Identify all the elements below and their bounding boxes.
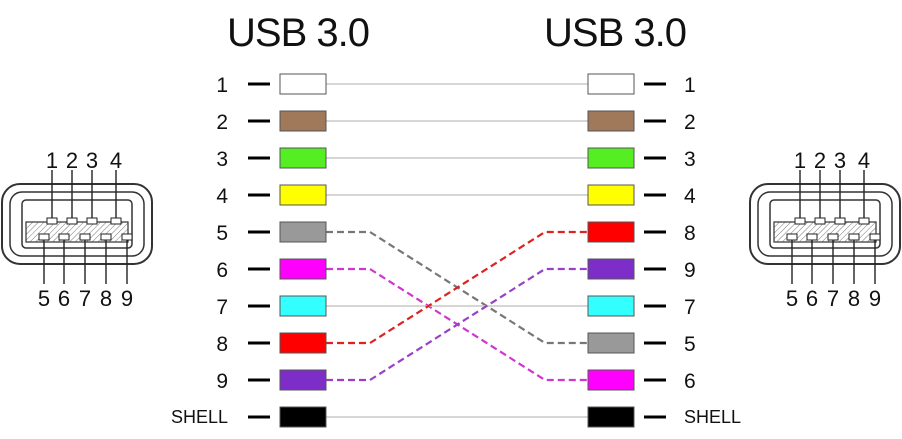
right-connector-bottom-pin-label: 6 <box>806 286 818 311</box>
right-connector-bottom-pin-label: 5 <box>786 286 798 311</box>
left-pin-box-6 <box>279 258 327 280</box>
right-pin-box-2 <box>587 110 635 132</box>
left-pin-box-3 <box>279 147 327 169</box>
left-pin-label-5: 5 <box>216 222 228 245</box>
left-pin-label-6: 6 <box>216 259 228 282</box>
left-pin-label-3: 3 <box>216 148 228 171</box>
right-pin-box-3 <box>587 147 635 169</box>
left-connector-top-pin-label: 4 <box>110 148 122 173</box>
right-connector-bottom-pin-label: 8 <box>848 286 860 311</box>
left-pin-label-2: 2 <box>216 111 228 134</box>
right-pin-box-shell <box>587 406 635 428</box>
wire-line-8-crossed <box>326 230 588 345</box>
right-pin-label-7: 7 <box>684 296 696 319</box>
left-pin-label-8: 8 <box>216 333 228 356</box>
left-pin-box-7 <box>279 295 327 317</box>
wires: 1 1 2 2 3 3 4 4 5 5 6 6 7 7 8 8 9 9 SHELL SHELL <box>171 73 741 428</box>
left-connector-bottom-pin-label: 8 <box>100 286 112 311</box>
left-connector-bottom-pin-label: 7 <box>79 286 91 311</box>
right-pin-box-6 <box>587 369 635 391</box>
left-pin-label-7: 7 <box>216 296 228 319</box>
right-pin-label-8: 8 <box>684 222 696 245</box>
left-connector-bottom-pin-label: 9 <box>121 286 133 311</box>
right-connector-bottom-pin-label: 7 <box>827 286 839 311</box>
left-pin-label-1: 1 <box>216 74 228 97</box>
right-connector-top-pin-label: 2 <box>814 148 826 173</box>
right-pin-box-1 <box>587 73 635 95</box>
left-connector-bottom-pin-label: 5 <box>38 286 50 311</box>
right-connector-top-pin-label: 1 <box>794 148 806 173</box>
left-pin-label-shell: SHELL <box>171 407 228 427</box>
left-connector-top-pin-label: 3 <box>86 148 98 173</box>
left-pin-box-1 <box>279 73 327 95</box>
right-pin-label-1: 1 <box>684 74 696 97</box>
right-pin-label-2: 2 <box>684 111 696 134</box>
left-connector-top-pin-label: 2 <box>66 148 78 173</box>
right-pin-box-9 <box>587 258 635 280</box>
right-pin-box-7 <box>587 295 635 317</box>
left-pin-box-9 <box>279 369 327 391</box>
left-connector-bottom-pin-label: 6 <box>58 286 70 311</box>
left-pin-box-shell <box>279 406 327 428</box>
left-title: USB 3.0 <box>227 11 369 55</box>
right-pin-label-shell: SHELL <box>684 407 741 427</box>
right-connector-outer-shell <box>749 183 901 265</box>
right-connector-bottom-pin-label: 9 <box>869 286 881 311</box>
left-pin-label-9: 9 <box>216 370 228 393</box>
left-pin-box-2 <box>279 110 327 132</box>
right-pin-label-9: 9 <box>684 259 696 282</box>
left-pin-box-5 <box>279 221 327 243</box>
right-pin-label-4: 4 <box>684 185 696 208</box>
right-pin-label-6: 6 <box>684 370 696 393</box>
left-pin-label-4: 4 <box>216 185 228 208</box>
right-connector-top-pin-label: 4 <box>858 148 870 173</box>
right-pin-label-3: 3 <box>684 148 696 171</box>
wire-line-9-crossed <box>326 267 588 382</box>
left-connector-top-pin-label: 1 <box>46 148 58 173</box>
right-pin-label-5: 5 <box>684 333 696 356</box>
right-pin-box-4 <box>587 184 635 206</box>
left-pin-box-4 <box>279 184 327 206</box>
left-pin-box-8 <box>279 332 327 354</box>
right-usb-connector: 1 2 3 4 5 6 7 8 9 <box>749 148 901 311</box>
right-connector-top-pin-label: 3 <box>834 148 846 173</box>
right-pin-box-8 <box>587 221 635 243</box>
right-title: USB 3.0 <box>544 11 686 55</box>
left-connector-outer-shell <box>1 183 153 265</box>
right-pin-box-5 <box>587 332 635 354</box>
left-usb-connector: 1 2 3 4 5 6 7 8 9 <box>1 148 153 311</box>
